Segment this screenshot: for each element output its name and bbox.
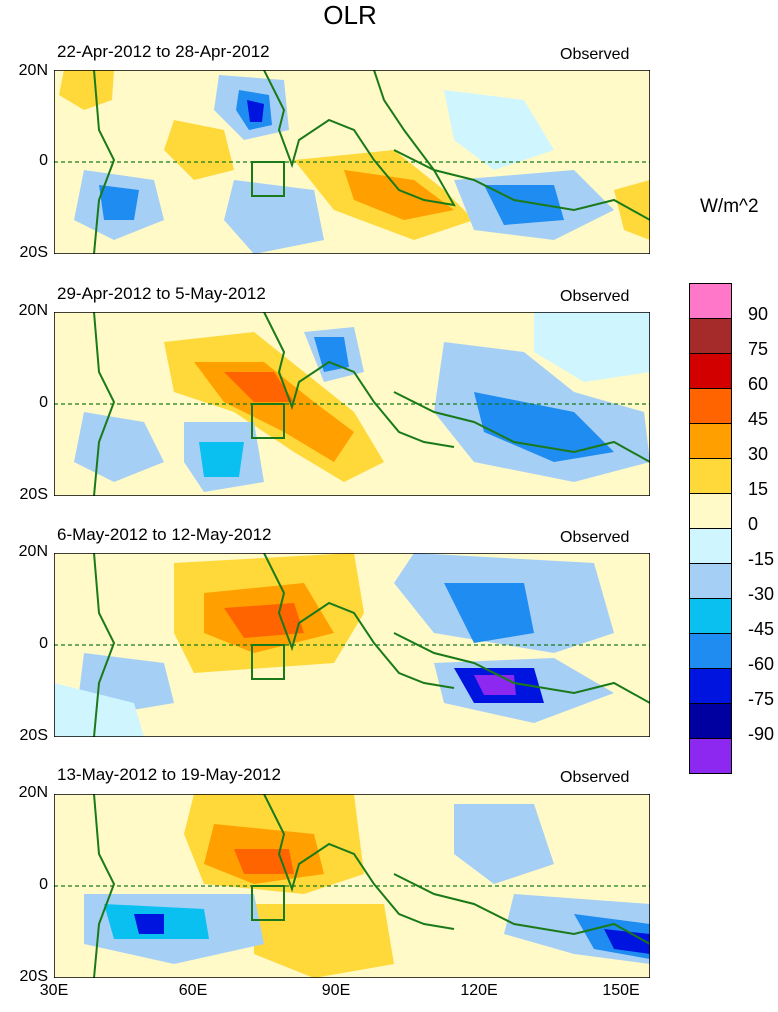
colorbar-swatch — [689, 668, 732, 704]
panel-2-negative-anomaly — [314, 337, 349, 372]
lon-label-30e: 30E — [39, 982, 69, 999]
panel-1-coastline — [263, 70, 456, 207]
colorbar-tick-label: 0 — [748, 514, 759, 534]
panel-3-lat-20s: 20S — [19, 727, 48, 744]
panel-2-coastline — [393, 391, 650, 463]
panel-4-positive-anomaly — [254, 904, 394, 978]
panel-2-positive-anomaly — [224, 372, 294, 402]
colorbar-swatch — [689, 563, 732, 599]
lon-label-150e: 150E — [602, 982, 640, 999]
panel-3-observed-tag: Observed — [560, 529, 630, 546]
colorbar-tick-label: 30 — [748, 444, 769, 464]
panel-3-region-box — [251, 644, 285, 680]
colorbar-unit-label: W/m^2 — [700, 196, 759, 217]
colorbar-tick-label: -30 — [748, 584, 775, 604]
colorbar-tick-label: 90 — [748, 304, 769, 324]
panel-3-strong-negative-anomaly — [474, 675, 516, 695]
panel-3-coastline — [263, 553, 455, 689]
colorbar-tick-label: 45 — [748, 409, 769, 429]
colorbar-swatch — [689, 458, 732, 494]
panel-1-lat-0: 0 — [39, 152, 48, 169]
panel-1-negative-anomaly — [224, 180, 324, 254]
colorbar-swatch — [689, 598, 732, 634]
panel-4-strong-negative-anomaly — [604, 929, 650, 954]
panel-1-positive-anomaly — [59, 70, 114, 110]
panel-2-coastline — [263, 312, 455, 448]
panel-2-lat-0: 0 — [39, 394, 48, 411]
colorbar-tick-label: -45 — [748, 619, 775, 639]
colorbar-swatch — [689, 738, 732, 774]
panel-2-lat-20n: 20N — [18, 302, 48, 319]
colorbar-swatch — [689, 423, 732, 459]
panel-1-positive-anomaly — [344, 170, 454, 220]
panel-4-coastline — [393, 873, 650, 945]
lon-label-60e: 60E — [178, 982, 208, 999]
panel-2-date-range: 29-Apr-2012 to 5-May-2012 — [57, 284, 266, 303]
lon-label-90e: 90E — [321, 982, 351, 999]
panel-4-lat-20s: 20S — [19, 968, 48, 985]
panel-1-lat-20n: 20N — [18, 62, 48, 79]
panel-4-strong-negative-anomaly — [134, 914, 164, 934]
panel-4-olr-map — [54, 794, 650, 978]
panel-4-region-box — [251, 885, 285, 921]
panel-1-date-range: 22-Apr-2012 to 28-Apr-2012 — [57, 42, 270, 61]
panel-1-negative-anomaly — [99, 185, 139, 220]
panel-2-olr-map — [54, 312, 650, 496]
panel-4-lat-0: 0 — [39, 876, 48, 893]
panel-3-negative-anomaly — [444, 583, 534, 643]
panel-2-region-box — [251, 403, 285, 439]
colorbar-swatch — [689, 493, 732, 529]
panel-1-negative-anomaly — [444, 90, 554, 170]
colorbar-tick-label: -15 — [748, 549, 775, 569]
colorbar-swatch — [689, 353, 732, 389]
panel-2-observed-tag: Observed — [560, 288, 630, 305]
panel-3-coastline — [393, 632, 650, 704]
panel-1-coastline — [93, 70, 116, 254]
colorbar-tick-label: 15 — [748, 479, 769, 499]
colorbar-swatch — [689, 388, 732, 424]
panel-1-coastline — [393, 149, 650, 221]
colorbar — [689, 283, 732, 774]
lon-label-120e: 120E — [460, 982, 498, 999]
panel-1-olr-map — [54, 70, 650, 254]
panel-4-negative-anomaly — [454, 804, 554, 884]
panel-3-olr-map — [54, 553, 650, 737]
panel-3-date-range: 6-May-2012 to 12-May-2012 — [57, 525, 272, 544]
panel-2-coastline — [93, 312, 116, 496]
colorbar-swatch — [689, 318, 732, 354]
panel-4-observed-tag: Observed — [560, 769, 630, 786]
panel-4-date-range: 13-May-2012 to 19-May-2012 — [57, 765, 281, 784]
panel-1-lat-20s: 20S — [19, 244, 48, 261]
colorbar-swatch — [689, 528, 732, 564]
panel-1-positive-anomaly — [164, 120, 234, 180]
panel-2-negative-anomaly — [199, 442, 244, 477]
colorbar-swatch — [689, 283, 732, 319]
colorbar-swatch — [689, 703, 732, 739]
panel-2-negative-anomaly — [474, 392, 614, 462]
colorbar-tick-label: -60 — [748, 654, 775, 674]
panel-1-region-box — [251, 161, 285, 197]
panel-1-observed-tag: Observed — [560, 46, 630, 63]
panel-1-strong-negative-anomaly — [247, 100, 264, 122]
panel-2-negative-anomaly — [534, 312, 650, 382]
colorbar-tick-label: 75 — [748, 339, 769, 359]
colorbar-tick-label: 60 — [748, 374, 769, 394]
panel-4-coastline — [263, 794, 455, 930]
colorbar-tick-label: -90 — [748, 724, 775, 744]
chart-title: OLR — [323, 0, 377, 30]
colorbar-swatch — [689, 633, 732, 669]
panel-3-coastline — [93, 553, 116, 737]
panel-2-positive-anomaly — [194, 362, 354, 462]
panel-3-negative-anomaly — [54, 683, 144, 737]
panel-4-coastline — [93, 794, 116, 978]
panel-3-lat-20n: 20N — [18, 543, 48, 560]
colorbar-tick-label: -75 — [748, 689, 775, 709]
panel-3-lat-0: 0 — [39, 635, 48, 652]
panel-4-lat-20n: 20N — [18, 784, 48, 801]
panel-2-lat-20s: 20S — [19, 486, 48, 503]
